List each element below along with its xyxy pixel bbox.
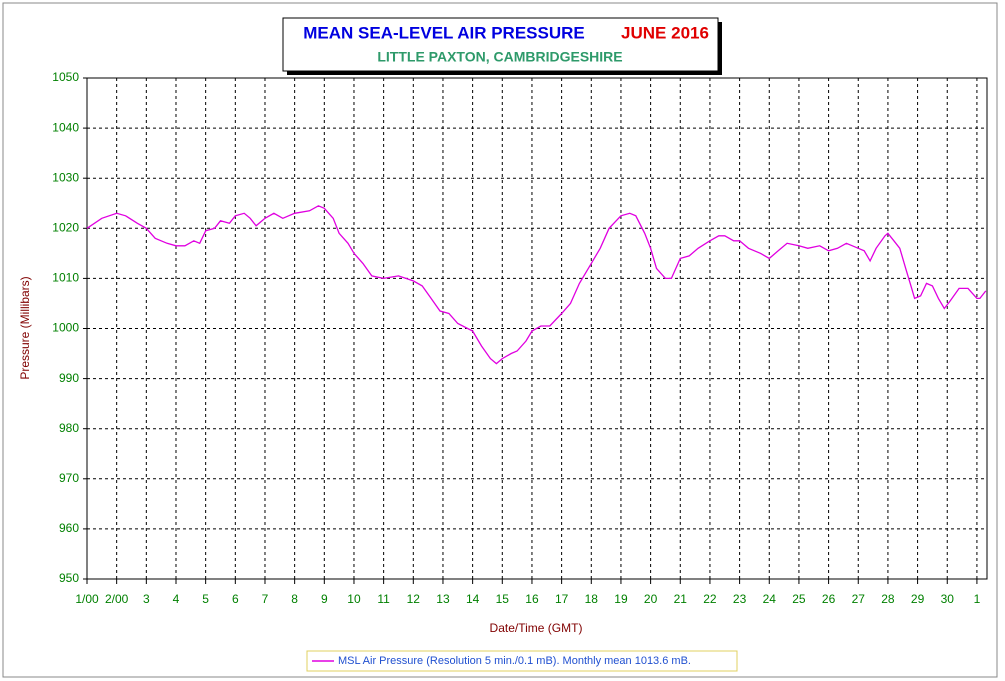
x-tick-label: 23 (733, 592, 747, 606)
y-tick-label: 990 (59, 371, 79, 385)
x-tick-label: 5 (202, 592, 209, 606)
x-tick-label: 6 (232, 592, 239, 606)
y-tick-label: 1010 (52, 271, 79, 285)
x-tick-label: 12 (407, 592, 421, 606)
x-tick-label: 16 (525, 592, 539, 606)
x-tick-label: 20 (644, 592, 658, 606)
x-axis-label: Date/Time (GMT) (490, 621, 583, 635)
legend-label: MSL Air Pressure (Resolution 5 min./0.1 … (338, 655, 691, 667)
x-tick-label: 28 (881, 592, 895, 606)
x-tick-label: 22 (703, 592, 717, 606)
x-tick-label: 30 (941, 592, 955, 606)
y-tick-label: 980 (59, 421, 79, 435)
x-tick-label: 27 (852, 592, 866, 606)
x-tick-label: 10 (347, 592, 361, 606)
chart-title-period: JUNE 2016 (621, 23, 709, 42)
chart-title: MEAN SEA-LEVEL AIR PRESSURE (303, 23, 585, 42)
x-tick-label: 13 (436, 592, 450, 606)
x-tick-label: 25 (792, 592, 806, 606)
x-tick-label: 2/00 (105, 592, 129, 606)
x-tick-label: 18 (585, 592, 599, 606)
x-tick-label: 8 (291, 592, 298, 606)
x-tick-label: 4 (173, 592, 180, 606)
y-tick-label: 970 (59, 471, 79, 485)
x-tick-label: 1 (974, 592, 981, 606)
x-tick-label: 1/00 (75, 592, 99, 606)
y-axis-label: Pressure (Millibars) (18, 276, 32, 379)
x-tick-label: 3 (143, 592, 150, 606)
legend-box (306, 650, 738, 672)
chart-subtitle: LITTLE PAXTON, CAMBRIDGESHIRE (377, 49, 622, 65)
x-tick-label: 9 (321, 592, 328, 606)
x-tick-label: 7 (262, 592, 269, 606)
y-tick-label: 1030 (52, 170, 79, 184)
x-tick-label: 11 (377, 592, 390, 606)
y-tick-label: 1020 (52, 220, 79, 234)
x-tick-label: 29 (911, 592, 925, 606)
x-tick-label: 19 (614, 592, 628, 606)
y-tick-label: 960 (59, 521, 79, 535)
y-tick-label: 1040 (52, 120, 79, 134)
x-tick-label: 15 (496, 592, 510, 606)
x-tick-label: 21 (674, 592, 688, 606)
series-line (86, 205, 987, 365)
x-tick-label: 24 (763, 592, 777, 606)
title-box (282, 17, 719, 72)
x-tick-label: 26 (822, 592, 836, 606)
y-tick-label: 1000 (52, 321, 79, 335)
y-tick-label: 1050 (52, 70, 79, 84)
x-tick-label: 17 (555, 592, 569, 606)
y-tick-label: 950 (59, 571, 79, 585)
x-tick-label: 14 (466, 592, 480, 606)
